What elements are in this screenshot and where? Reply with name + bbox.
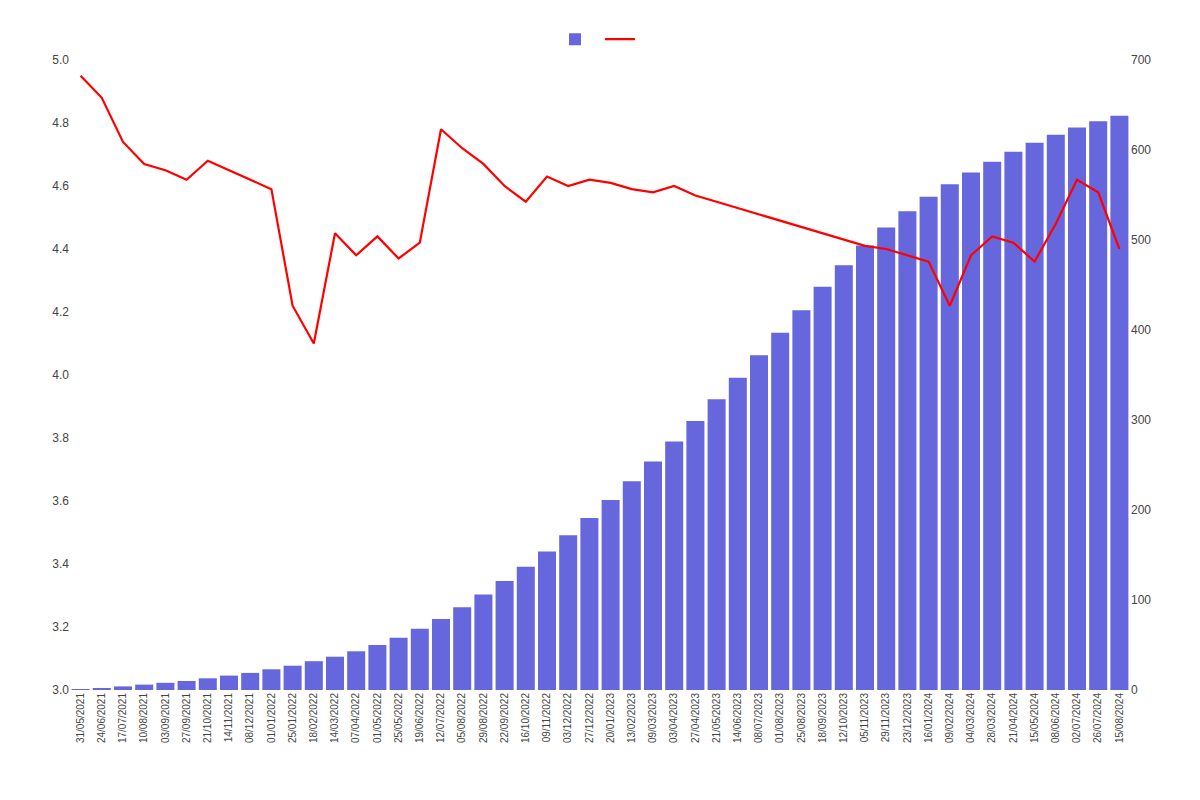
svg-text:100: 100 — [1131, 593, 1151, 607]
svg-text:09/11/2022: 09/11/2022 — [541, 693, 552, 743]
svg-text:05/08/2022: 05/08/2022 — [456, 693, 467, 743]
svg-text:12/07/2022: 12/07/2022 — [435, 693, 446, 743]
svg-text:14/06/2023: 14/06/2023 — [732, 693, 743, 743]
svg-text:19/06/2022: 19/06/2022 — [414, 693, 425, 743]
svg-text:03/12/2022: 03/12/2022 — [562, 693, 573, 743]
svg-text:08/06/2024: 08/06/2024 — [1050, 693, 1061, 743]
svg-text:08/12/2021: 08/12/2021 — [244, 693, 255, 743]
svg-text:14/11/2021: 14/11/2021 — [223, 693, 234, 743]
svg-text:12/10/2023: 12/10/2023 — [838, 693, 849, 743]
svg-text:09/03/2023: 09/03/2023 — [647, 693, 658, 743]
svg-text:29/08/2022: 29/08/2022 — [478, 693, 489, 743]
svg-text:3.0: 3.0 — [52, 683, 69, 697]
svg-text:27/09/2021: 27/09/2021 — [181, 693, 192, 743]
svg-text:16/10/2022: 16/10/2022 — [520, 693, 531, 743]
svg-text:18/02/2022: 18/02/2022 — [308, 693, 319, 743]
svg-text:3.6: 3.6 — [52, 494, 69, 508]
svg-text:29/11/2023: 29/11/2023 — [880, 693, 891, 743]
svg-text:4.6: 4.6 — [52, 179, 69, 193]
svg-text:0: 0 — [1131, 683, 1138, 697]
svg-text:10/08/2021: 10/08/2021 — [138, 693, 149, 743]
svg-text:27/12/2022: 27/12/2022 — [584, 693, 595, 743]
svg-text:14/03/2022: 14/03/2022 — [329, 693, 340, 743]
svg-text:21/04/2024: 21/04/2024 — [1008, 693, 1019, 743]
svg-text:4.0: 4.0 — [52, 368, 69, 382]
svg-text:31/05/2021: 31/05/2021 — [75, 693, 86, 743]
svg-text:3.4: 3.4 — [52, 557, 69, 571]
svg-text:01/01/2022: 01/01/2022 — [266, 693, 277, 743]
svg-text:17/07/2021: 17/07/2021 — [117, 693, 128, 743]
svg-text:01/08/2023: 01/08/2023 — [774, 693, 785, 743]
svg-text:26/07/2024: 26/07/2024 — [1092, 693, 1103, 743]
svg-text:3.8: 3.8 — [52, 431, 69, 445]
svg-text:25/08/2023: 25/08/2023 — [796, 693, 807, 743]
svg-text:25/01/2022: 25/01/2022 — [287, 693, 298, 743]
svg-text:200: 200 — [1131, 503, 1151, 517]
svg-text:15/08/2024: 15/08/2024 — [1114, 693, 1125, 743]
svg-text:07/04/2022: 07/04/2022 — [350, 693, 361, 743]
svg-text:27/04/2023: 27/04/2023 — [690, 693, 701, 743]
svg-text:24/06/2021: 24/06/2021 — [96, 693, 107, 743]
svg-text:04/03/2024: 04/03/2024 — [965, 693, 976, 743]
svg-text:16/01/2024: 16/01/2024 — [923, 693, 934, 743]
svg-text:4.8: 4.8 — [52, 116, 69, 130]
svg-text:23/12/2023: 23/12/2023 — [902, 693, 913, 743]
svg-text:21/10/2021: 21/10/2021 — [202, 693, 213, 743]
svg-text:500: 500 — [1131, 233, 1151, 247]
svg-text:4.2: 4.2 — [52, 305, 69, 319]
svg-text:18/09/2023: 18/09/2023 — [817, 693, 828, 743]
svg-text:20/01/2023: 20/01/2023 — [605, 693, 616, 743]
svg-text:600: 600 — [1131, 143, 1151, 157]
svg-text:700: 700 — [1131, 53, 1151, 67]
svg-text:03/04/2023: 03/04/2023 — [668, 693, 679, 743]
svg-text:13/02/2023: 13/02/2023 — [626, 693, 637, 743]
svg-text:15/05/2024: 15/05/2024 — [1029, 693, 1040, 743]
svg-text:21/05/2023: 21/05/2023 — [711, 693, 722, 743]
svg-text:300: 300 — [1131, 413, 1151, 427]
svg-text:05/11/2023: 05/11/2023 — [859, 693, 870, 743]
svg-text:22/09/2022: 22/09/2022 — [499, 693, 510, 743]
svg-text:02/07/2024: 02/07/2024 — [1071, 693, 1082, 743]
svg-text:03/09/2021: 03/09/2021 — [160, 693, 171, 743]
svg-text:08/07/2023: 08/07/2023 — [753, 693, 764, 743]
svg-text:09/02/2024: 09/02/2024 — [944, 693, 955, 743]
svg-text:400: 400 — [1131, 323, 1151, 337]
svg-text:5.0: 5.0 — [52, 53, 69, 67]
svg-text:01/05/2022: 01/05/2022 — [372, 693, 383, 743]
svg-text:3.2: 3.2 — [52, 620, 69, 634]
svg-text:4.4: 4.4 — [52, 242, 69, 256]
svg-text:25/05/2022: 25/05/2022 — [393, 693, 404, 743]
svg-text:28/03/2024: 28/03/2024 — [986, 693, 997, 743]
